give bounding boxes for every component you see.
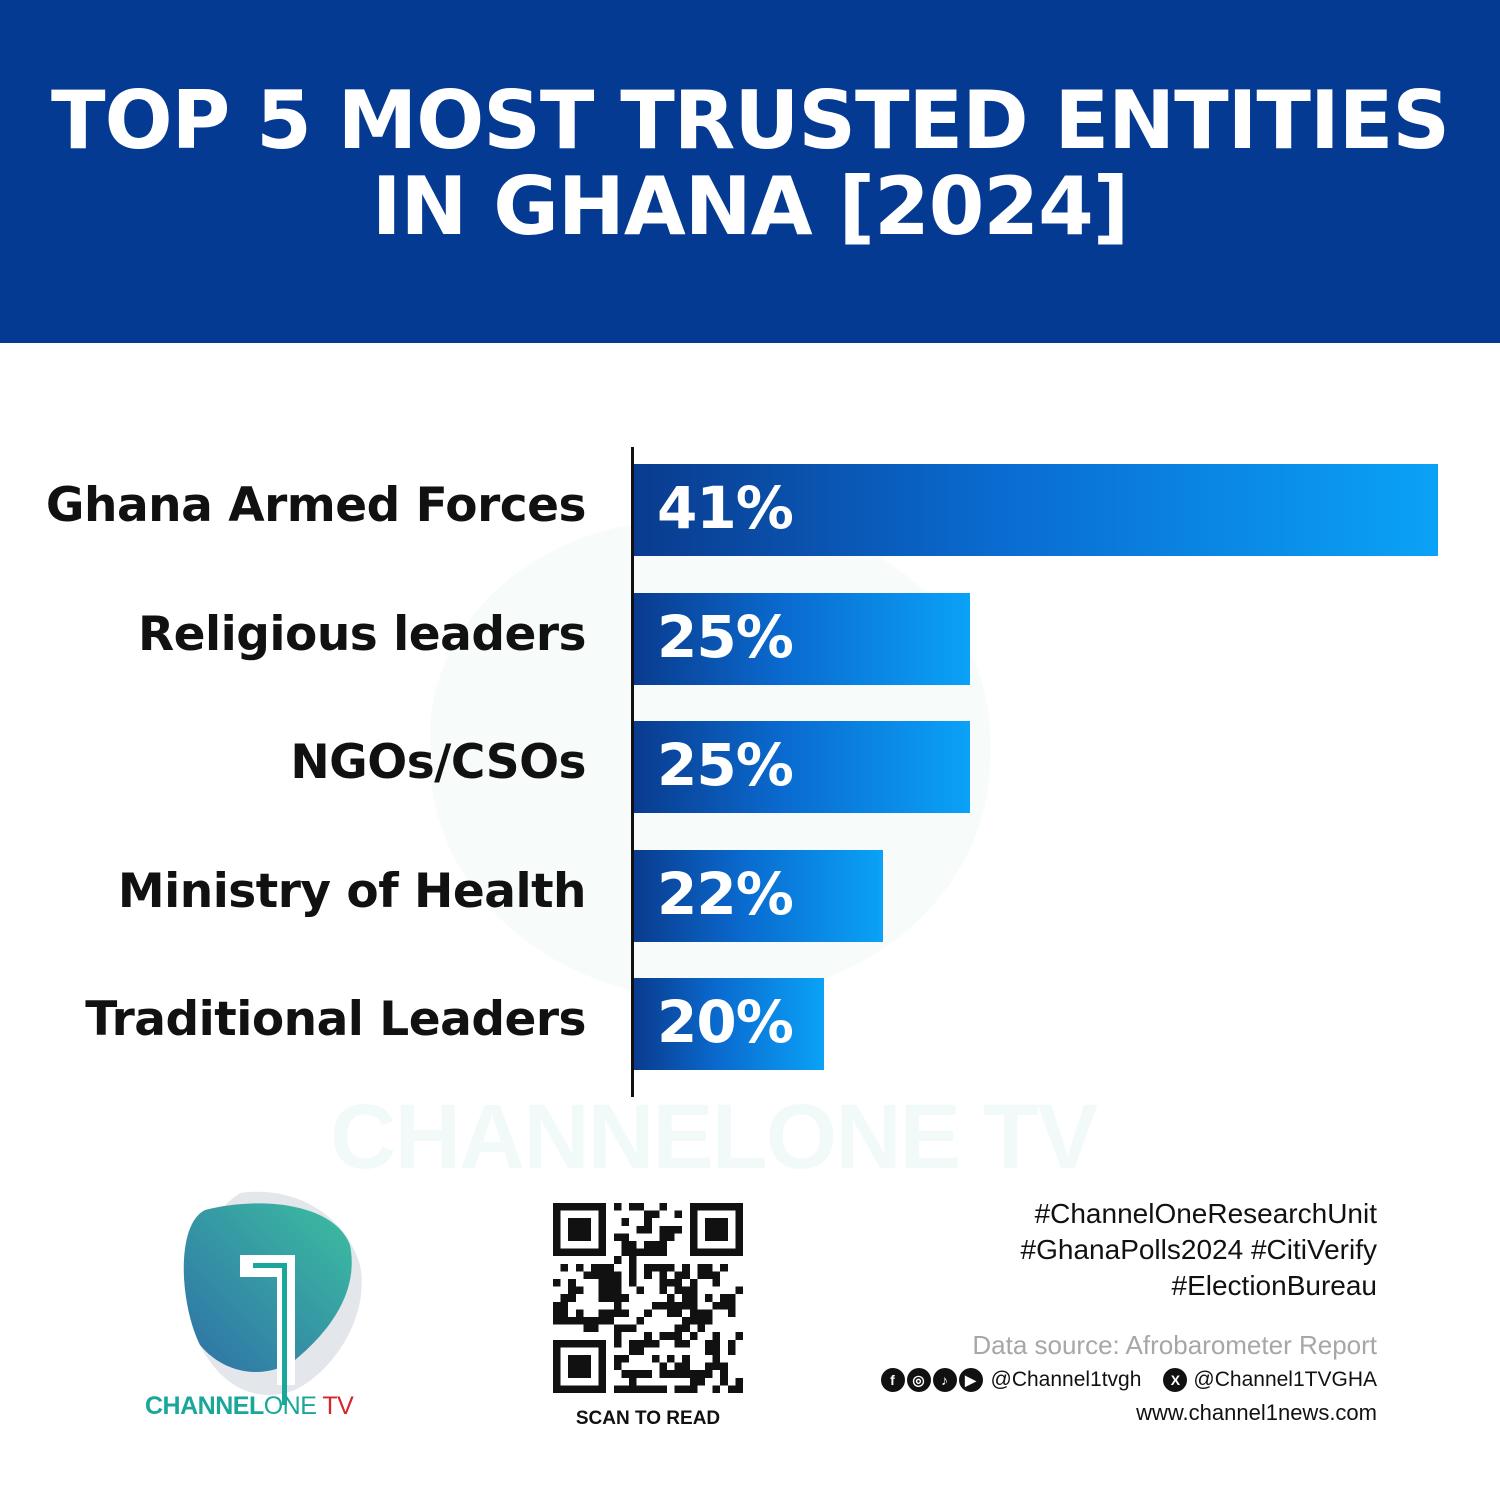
youtube-icon[interactable]: ▶ — [958, 1368, 983, 1392]
social-handle[interactable]: @Channel1tvgh — [990, 1368, 1142, 1391]
hashtag-line: #GhanaPolls2024 #CitiVerify — [1020, 1234, 1377, 1265]
header-banner: TOP 5 MOST TRUSTED ENTITIES IN GHANA [20… — [0, 0, 1500, 343]
value-label: 25% — [657, 602, 794, 671]
hashtag-line: #ChannelOneResearchUnit — [1034, 1198, 1377, 1229]
scan-caption: SCAN TO READ — [575, 1408, 721, 1429]
bar — [634, 721, 971, 813]
title-line-2: IN GHANA [2024] — [371, 160, 1130, 253]
website-link[interactable]: www.channel1news.com — [1136, 1400, 1377, 1425]
data-source: Data source: Afrobarometer Report — [972, 1330, 1377, 1360]
value-label: 20% — [657, 988, 794, 1056]
qr-code[interactable] — [553, 1203, 743, 1393]
category-label: Religious leaders — [137, 606, 587, 662]
category-label: Ministry of Health — [117, 863, 587, 919]
value-label: 25% — [657, 731, 794, 799]
tiktok-icon[interactable]: ♪ — [932, 1368, 957, 1392]
channelone-logo — [183, 1191, 362, 1405]
value-label: 41% — [657, 474, 794, 542]
title-line-1: TOP 5 MOST TRUSTED ENTITIES — [51, 74, 1450, 167]
bar — [634, 464, 1438, 556]
social-handles: f ◎ ♪ ▶ @Channel1tvgh X @Channel1TVGHA — [880, 1368, 1377, 1392]
hashtag-line: #ElectionBureau — [1171, 1270, 1377, 1301]
category-label: Traditional Leaders — [85, 992, 586, 1047]
bar — [634, 978, 825, 1070]
instagram-icon[interactable]: ◎ — [906, 1368, 931, 1392]
page-title: TOP 5 MOST TRUSTED ENTITIES IN GHANA [20… — [0, 78, 1500, 250]
bar — [634, 849, 883, 942]
logo-wordmark: CHANNELONE TV — [145, 1392, 354, 1420]
category-label: NGOs/CSOs — [290, 735, 586, 790]
x-handle[interactable]: @Channel1TVGHA — [1193, 1368, 1377, 1391]
hashtags: #ChannelOneResearchUnit #GhanaPolls2024 … — [1021, 1196, 1377, 1304]
y-axis-line — [631, 447, 634, 1097]
value-label: 22% — [657, 859, 794, 928]
category-label: Ghana Armed Forces — [45, 478, 587, 533]
bar — [634, 592, 971, 685]
x-icon[interactable]: X — [1163, 1368, 1188, 1392]
facebook-icon[interactable]: f — [880, 1368, 905, 1392]
watermark-text: CHANNELONE TV — [330, 1086, 1098, 1188]
